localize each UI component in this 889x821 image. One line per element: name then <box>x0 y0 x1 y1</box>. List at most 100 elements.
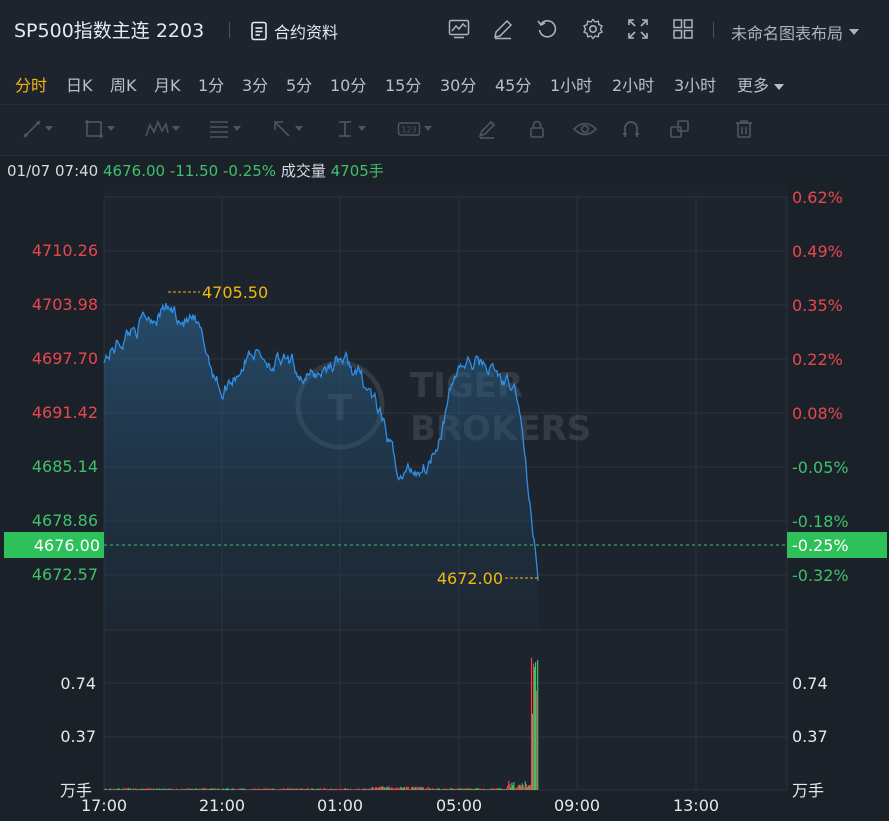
edit-icon[interactable] <box>490 16 516 42</box>
volume-bar <box>287 788 289 790</box>
time-tick: 01:00 <box>317 796 363 815</box>
volume-bar <box>358 788 360 790</box>
tab-period-4[interactable]: 1分 <box>198 76 225 95</box>
volume-bar <box>465 788 467 790</box>
grid-layout-icon[interactable] <box>670 16 696 42</box>
volume-bar <box>142 788 144 790</box>
number-label-tool[interactable]: 123 <box>397 117 432 141</box>
volume-bar <box>252 789 254 790</box>
volume-bar <box>290 788 292 790</box>
tab-period-5[interactable]: 3分 <box>242 76 269 95</box>
refresh-icon[interactable] <box>534 16 560 42</box>
arrow-tool[interactable] <box>272 117 303 141</box>
volume-bar <box>121 789 123 790</box>
left-price-axis: 4710.26 4703.98 4697.70 4691.42 4685.14 … <box>32 241 98 584</box>
volume-bar <box>522 785 524 790</box>
volume-bar <box>389 788 391 790</box>
volume-bar <box>431 788 433 790</box>
volume-bar <box>461 789 463 790</box>
brush-tool[interactable] <box>477 117 497 141</box>
volume-bar <box>456 788 458 790</box>
volume-bar <box>340 788 342 790</box>
volume-bar <box>467 788 469 790</box>
tab-period-10[interactable]: 45分 <box>495 76 532 95</box>
volume-bar <box>469 788 472 790</box>
volume-bar <box>305 789 307 790</box>
volume-bar <box>288 788 290 790</box>
volume-bar <box>339 788 341 790</box>
volume-bar <box>347 789 350 790</box>
contract-info-button[interactable]: 合约资料 <box>250 19 338 43</box>
tab-period-12[interactable]: 2小时 <box>612 76 655 95</box>
time-tick: 13:00 <box>673 796 719 815</box>
tab-period-1[interactable]: 日K <box>66 76 93 95</box>
fullscreen-icon[interactable] <box>625 16 651 42</box>
tab-period-2[interactable]: 周K <box>110 76 137 95</box>
volume-bar <box>326 789 328 790</box>
volume-bar <box>349 789 351 790</box>
volume-bar <box>523 788 525 790</box>
volume-bar <box>149 788 151 790</box>
volume-bar <box>189 788 191 790</box>
line-tool[interactable] <box>22 117 53 141</box>
volume-bar <box>147 788 149 790</box>
visibility-tool[interactable] <box>573 117 597 141</box>
time-tick: 21:00 <box>199 796 245 815</box>
tab-period-0[interactable]: 分时 <box>15 76 48 95</box>
indicator-chart-icon[interactable] <box>446 16 472 42</box>
tab-more[interactable]: 更多 <box>737 72 785 96</box>
volume-bar <box>277 789 279 790</box>
symbol-title[interactable]: SP500指数主连 2203 <box>14 20 205 42</box>
volume-bar <box>483 788 485 790</box>
tab-period-6[interactable]: 5分 <box>286 76 313 95</box>
volume-bar <box>160 789 163 790</box>
tab-period-3[interactable]: 月K <box>154 76 181 95</box>
volume-bar <box>498 788 501 790</box>
volume-bar <box>205 788 207 790</box>
volume-bar <box>441 789 443 790</box>
tab-period-11[interactable]: 1小时 <box>550 76 593 95</box>
caret-down-icon <box>358 126 366 131</box>
layers-tool[interactable] <box>669 117 691 141</box>
volume-bar <box>428 788 430 790</box>
volume-bar <box>354 789 356 790</box>
layout-selector[interactable]: 未命名图表布局 <box>731 20 860 44</box>
volume-bar <box>117 788 119 790</box>
volume-bar <box>333 789 335 790</box>
rectangle-tool[interactable] <box>84 117 115 141</box>
volume-bar <box>352 789 354 790</box>
volume-bar <box>295 788 297 790</box>
volume-bar <box>319 788 321 790</box>
volume-bar <box>289 788 291 790</box>
gear-icon[interactable] <box>580 16 606 42</box>
volume-bar <box>310 788 312 790</box>
volume-bar <box>220 789 222 790</box>
tab-period-8[interactable]: 15分 <box>385 76 422 95</box>
volume-bar <box>285 788 288 790</box>
volume-bar <box>216 789 218 790</box>
volume-bar <box>375 787 378 790</box>
volume-bar <box>345 789 348 790</box>
layout-name-label: 未命名图表布局 <box>731 24 844 43</box>
wave-tool[interactable] <box>145 117 180 141</box>
volume-bar <box>463 788 465 790</box>
volume-bar <box>338 789 340 790</box>
volume-bar <box>487 789 489 790</box>
volume-bar <box>413 787 415 790</box>
tab-period-13[interactable]: 3小时 <box>674 76 717 95</box>
volume-bar <box>482 789 484 790</box>
text-tool[interactable] <box>335 117 366 141</box>
tab-period-9[interactable]: 30分 <box>440 76 477 95</box>
magnet-tool[interactable] <box>621 117 641 141</box>
delete-tool[interactable] <box>734 117 754 141</box>
price-tick: 4703.98 <box>32 295 98 314</box>
tab-period-7[interactable]: 10分 <box>330 76 367 95</box>
fibonacci-tool[interactable] <box>208 117 241 141</box>
intraday-chart[interactable]: T TIGER BROKERS 4676.00 -0.25% 4705.50 4… <box>0 185 889 821</box>
volume-bar <box>145 788 147 790</box>
volume-bar <box>170 788 172 790</box>
volume-bar <box>329 789 331 790</box>
volume-bar <box>449 788 451 790</box>
volume-bar <box>359 789 361 790</box>
lock-tool[interactable] <box>527 117 547 141</box>
